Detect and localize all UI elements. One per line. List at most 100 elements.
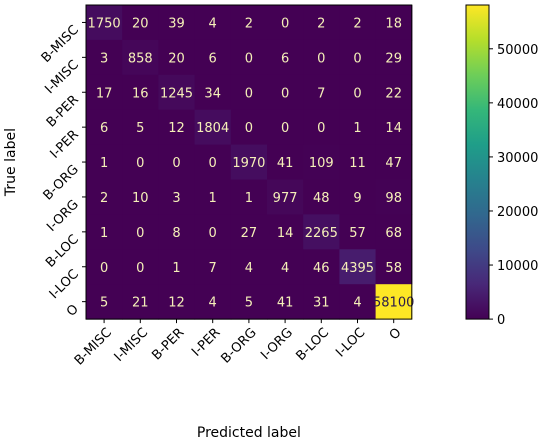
cell-value-label: 3: [172, 191, 180, 206]
x-axis-label: Predicted label: [197, 425, 301, 441]
colorbar-ticks: 0 10000 20000 30000 40000 50000: [489, 43, 538, 328]
heatmap-cell: [122, 284, 159, 320]
y-tick-label: B-LOC: [43, 232, 82, 271]
heatmap-cell: [339, 109, 377, 146]
heatmap-cell: [122, 74, 159, 111]
cell-value-label: 0: [245, 51, 253, 66]
cell-value-label: 0: [136, 261, 144, 276]
heatmap-cells: [86, 5, 413, 320]
heatmap-cell: [230, 249, 268, 285]
x-tick-label: I-MISC: [112, 325, 152, 365]
heatmap-cell: [158, 109, 196, 146]
heatmap-cell: [267, 214, 304, 250]
cell-value-label: 4: [209, 296, 217, 311]
cell-value-label: 22: [385, 86, 402, 101]
heatmap-cell: [158, 144, 196, 180]
heatmap-cell: [158, 179, 196, 215]
cell-value-label: 7: [209, 261, 217, 276]
cell-value-label: 0: [172, 156, 180, 171]
cell-value-label: 0: [136, 156, 144, 171]
cell-value-label: 29: [385, 51, 402, 66]
y-tick-label: B-ORG: [41, 162, 82, 203]
cell-value-label: 21: [132, 296, 149, 311]
cell-value-label: 2: [245, 16, 253, 31]
heatmap-cell: [230, 144, 268, 180]
cell-value-label: 18: [385, 16, 402, 31]
heatmap-cell: [230, 179, 268, 215]
heatmap-cell: [230, 5, 268, 41]
heatmap-cell: [194, 284, 232, 320]
heatmap-cell: [375, 144, 413, 180]
heatmap-cell: [194, 249, 232, 285]
heatmap-cell: [303, 39, 340, 76]
cell-value-label: 7: [317, 86, 325, 101]
cell-value-label: 5: [100, 296, 108, 311]
x-tick-label: I-ORG: [258, 325, 296, 363]
heatmap-cell: [230, 109, 268, 146]
heatmap-cell: [194, 74, 232, 111]
cell-value-label: 20: [168, 51, 185, 66]
heatmap-cell: [194, 179, 232, 215]
heatmap-cell: [122, 249, 159, 285]
heatmap-cell: [86, 5, 123, 41]
cell-value-label: 1804: [196, 121, 229, 136]
cell-value-label: 9: [353, 191, 361, 206]
cell-value-label: 98: [385, 191, 402, 206]
heatmap-cell: [194, 109, 232, 146]
cell-value-label: 41: [277, 156, 294, 171]
heatmap-cell: [303, 179, 340, 215]
cell-value-label: 16: [132, 86, 149, 101]
cell-value-label: 58100: [373, 296, 414, 311]
heatmap-cell: [375, 39, 413, 76]
cell-value-label: 31: [313, 296, 330, 311]
x-tick-label: B-PER: [149, 325, 187, 363]
heatmap-cell: [267, 109, 304, 146]
cell-value-label: 0: [317, 121, 325, 136]
cell-value-label: 2265: [305, 226, 338, 241]
cell-value-label: 58: [385, 261, 402, 276]
x-tick-label: B-MISC: [72, 325, 115, 368]
cell-value-label: 41: [277, 296, 294, 311]
heatmap-cell: [267, 284, 304, 320]
cell-value-label: 11: [349, 156, 366, 171]
heatmap-cell: [158, 74, 196, 111]
cell-value-label: 14: [277, 226, 294, 241]
heatmap-cell: [230, 74, 268, 111]
cell-value-label: 14: [385, 121, 402, 136]
heatmap-cell: [303, 109, 340, 146]
y-tick-label: B-MISC: [39, 23, 82, 66]
cell-value-label: 4: [209, 16, 217, 31]
heatmap-cell: [339, 179, 377, 215]
heatmap-cell: [122, 144, 159, 180]
heatmap-cell: [267, 39, 304, 76]
cell-value-label: 5: [136, 121, 144, 136]
heatmap-cell: [267, 179, 304, 215]
cell-value-label: 2: [353, 16, 361, 31]
cell-value-label: 977: [273, 191, 298, 206]
heatmap-cell: [339, 214, 377, 250]
cell-value-label: 34: [204, 86, 221, 101]
cell-value-label: 0: [245, 121, 253, 136]
colorbar-tick-label: 20000: [497, 205, 538, 220]
cell-value-label: 0: [209, 156, 217, 171]
cell-value-label: 8: [172, 226, 180, 241]
heatmap-cell: [267, 74, 304, 111]
cell-value-label: 0: [353, 51, 361, 66]
heatmap-cell: [303, 214, 340, 250]
heatmap-cell: [375, 249, 413, 285]
heatmap-cell: [86, 179, 123, 215]
cell-value-label: 47: [385, 156, 402, 171]
cell-value-label: 20: [132, 16, 149, 31]
y-tick-label: B-PER: [44, 92, 82, 130]
cell-value-label: 68: [385, 226, 402, 241]
cell-value-label: 0: [353, 86, 361, 101]
heatmap-cell: [158, 249, 196, 285]
heatmap-cell: [194, 144, 232, 180]
cell-value-label: 4: [353, 296, 361, 311]
heatmap-cell: [122, 214, 159, 250]
heatmap-cell: [267, 249, 304, 285]
cell-value-label: 57: [349, 226, 366, 241]
heatmap-cell: [375, 179, 413, 215]
cell-value-label: 1: [172, 261, 180, 276]
